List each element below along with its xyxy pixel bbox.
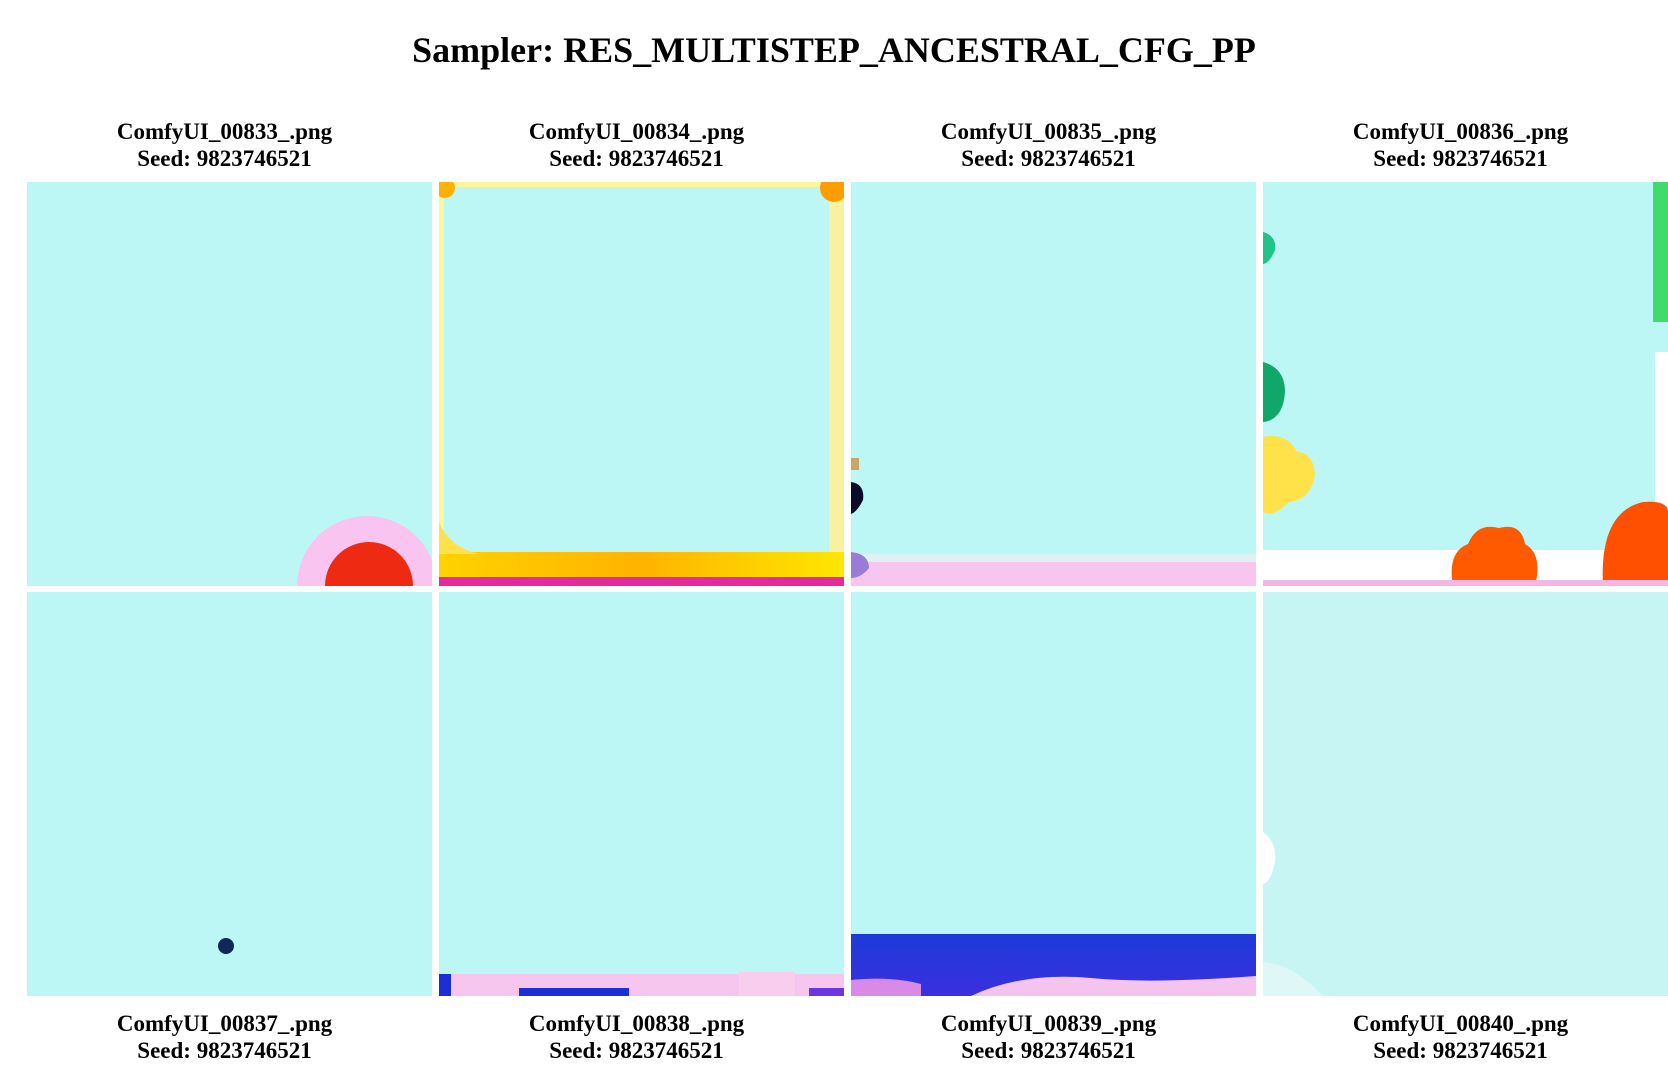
generated-image-7[interactable] xyxy=(851,592,1256,996)
image-filename: ComfyUI_00834_.png xyxy=(528,119,745,144)
image-filename: ComfyUI_00833_.png xyxy=(116,119,333,144)
image-caption-3: ComfyUI_00835_.png Seed: 9823746521 xyxy=(846,118,1251,172)
image-seed: Seed: 9823746521 xyxy=(1373,146,1548,171)
page-title: Sampler: RES_MULTISTEP_ANCESTRAL_CFG_PP xyxy=(412,30,1256,70)
generated-image-1[interactable] xyxy=(27,182,432,586)
image-filename: ComfyUI_00839_.png xyxy=(940,1011,1157,1036)
image-caption-7: ComfyUI_00839_.png Seed: 9823746521 xyxy=(846,1010,1251,1064)
image-caption-8: ComfyUI_00840_.png Seed: 9823746521 xyxy=(1258,1010,1663,1064)
image-seed: Seed: 9823746521 xyxy=(961,1038,1136,1063)
image-filename: ComfyUI_00835_.png xyxy=(940,119,1157,144)
generated-image-8[interactable] xyxy=(1263,592,1668,996)
image-filename: ComfyUI_00836_.png xyxy=(1352,119,1569,144)
image-caption-1: ComfyUI_00833_.png Seed: 9823746521 xyxy=(22,118,427,172)
image-seed: Seed: 9823746521 xyxy=(137,1038,312,1063)
generated-image-4[interactable] xyxy=(1263,182,1668,586)
image-seed: Seed: 9823746521 xyxy=(1373,1038,1548,1063)
image-seed: Seed: 9823746521 xyxy=(137,146,312,171)
image-seed: Seed: 9823746521 xyxy=(961,146,1136,171)
image-filename: ComfyUI_00840_.png xyxy=(1352,1011,1569,1036)
image-caption-4: ComfyUI_00836_.png Seed: 9823746521 xyxy=(1258,118,1663,172)
image-seed: Seed: 9823746521 xyxy=(549,1038,724,1063)
generated-image-2[interactable] xyxy=(439,182,844,586)
image-filename: ComfyUI_00837_.png xyxy=(116,1011,333,1036)
image-seed: Seed: 9823746521 xyxy=(549,146,724,171)
generated-image-6[interactable] xyxy=(439,592,844,996)
image-caption-6: ComfyUI_00838_.png Seed: 9823746521 xyxy=(434,1010,839,1064)
image-filename: ComfyUI_00838_.png xyxy=(528,1011,745,1036)
image-caption-5: ComfyUI_00837_.png Seed: 9823746521 xyxy=(22,1010,427,1064)
generated-image-3[interactable] xyxy=(851,182,1256,586)
image-caption-2: ComfyUI_00834_.png Seed: 9823746521 xyxy=(434,118,839,172)
generated-image-5[interactable] xyxy=(27,592,432,996)
